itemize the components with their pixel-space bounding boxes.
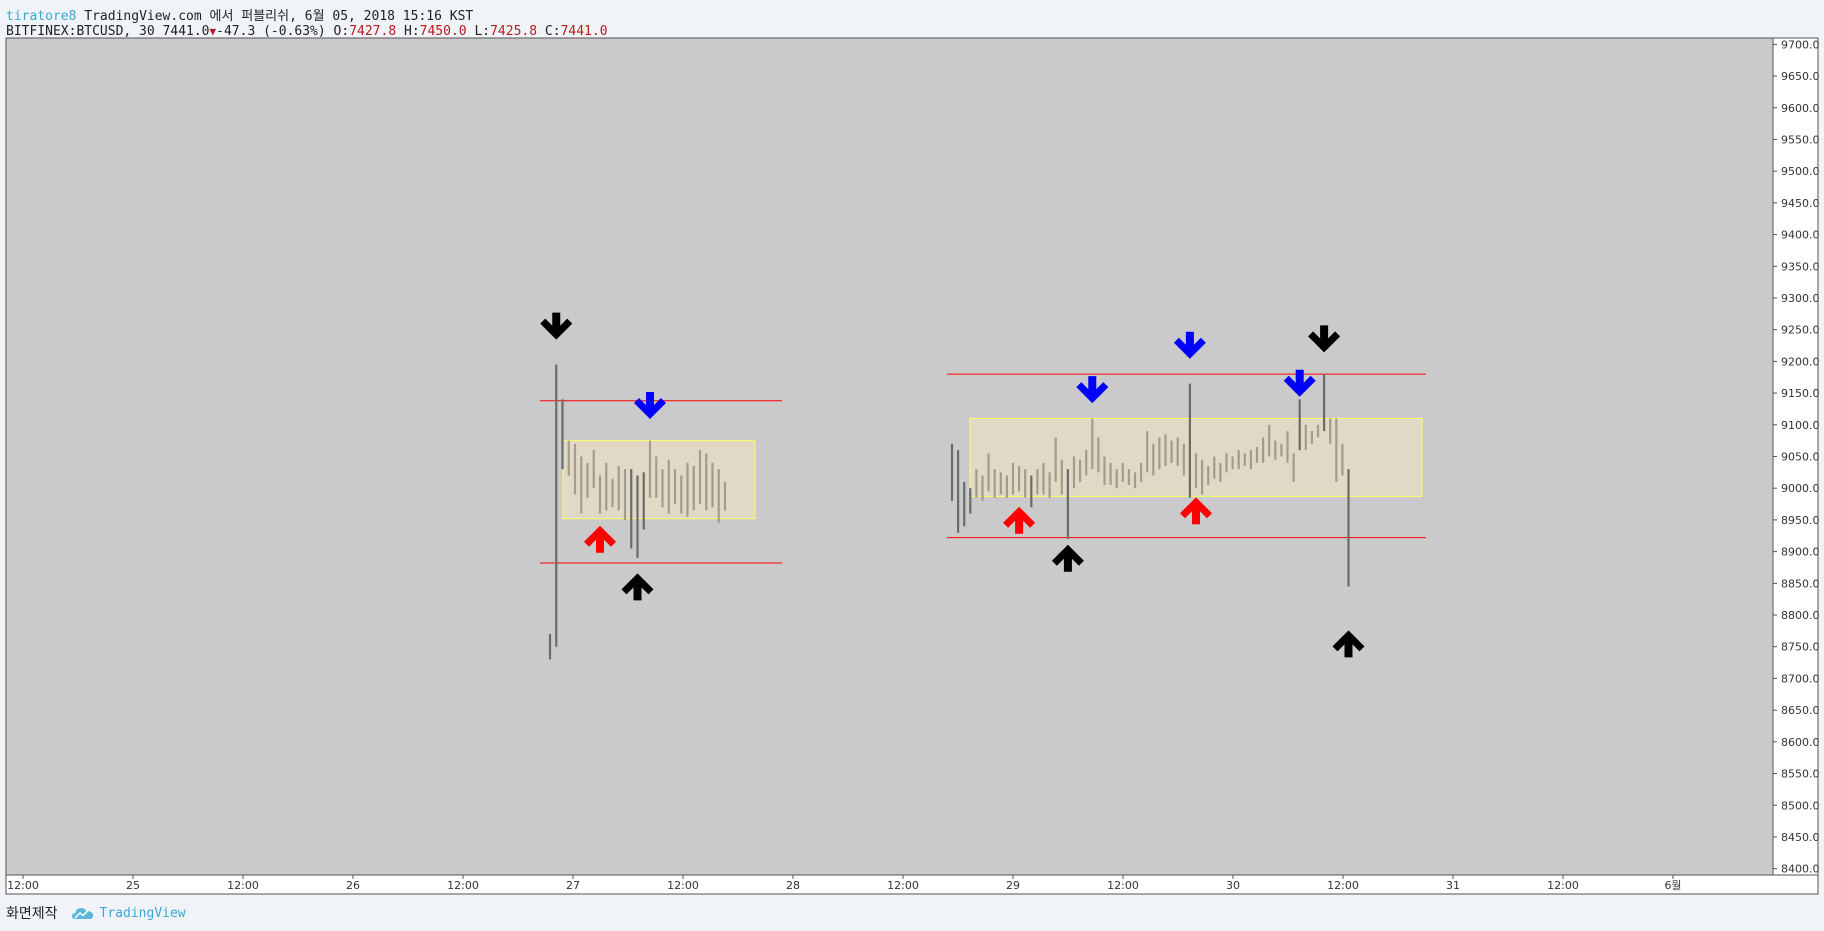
x-tick-label: 12:00: [667, 879, 699, 892]
high-label: H:: [404, 24, 420, 39]
y-tick-label: 8450.0: [1781, 831, 1820, 844]
y-tick-label: 8650.0: [1781, 704, 1820, 717]
symbol-ohlc-legend: BITFINEX:BTCUSD, 30 7441.0▼-47.3 (-0.63%…: [6, 24, 608, 39]
red-arrow-up-icon: [1003, 506, 1036, 534]
open-value: 7427.8: [349, 24, 397, 39]
y-tick-label: 9250.0: [1781, 324, 1820, 337]
open-label: O:: [333, 24, 350, 39]
publish-text: TradingView.com 에서 퍼블리쉬, 6월 05, 2018 15:…: [84, 9, 474, 24]
x-tick-label: 12:00: [1547, 879, 1579, 892]
blue-arrow-down-icon: [1173, 331, 1206, 359]
y-tick-label: 9200.0: [1781, 355, 1820, 368]
low-value: 7425.8: [490, 24, 538, 39]
symbol-label: BITFINEX:BTCUSD, 30: [6, 24, 155, 39]
y-tick-label: 9350.0: [1781, 260, 1820, 273]
y-tick-label: 9400.0: [1781, 229, 1820, 242]
y-tick-label: 8550.0: [1781, 768, 1820, 781]
x-tick-label: 12:00: [1107, 879, 1139, 892]
tradingview-brand-link[interactable]: TradingView: [71, 905, 186, 921]
high-value: 7450.0: [419, 24, 467, 39]
black-arrow-down-icon: [540, 312, 573, 340]
y-tick-label: 8800.0: [1781, 609, 1820, 622]
down-triangle-icon: ▼: [209, 25, 217, 38]
publish-info: tiratore8 TradingView.com 에서 퍼블리쉬, 6월 05…: [6, 5, 473, 24]
y-tick-label: 8850.0: [1781, 577, 1820, 590]
black-arrow-down-icon: [1308, 325, 1341, 353]
x-tick-label: 12:00: [7, 879, 39, 892]
range-zone: [562, 440, 756, 520]
y-tick-label: 8900.0: [1781, 546, 1820, 559]
x-tick-label: 12:00: [447, 879, 479, 892]
price-change: -47.3 (-0.63%): [216, 24, 326, 39]
blue-arrow-down-icon: [1283, 369, 1316, 397]
x-tick-label: 28: [786, 879, 800, 892]
x-tick-label: 29: [1006, 879, 1020, 892]
y-tick-label: 9300.0: [1781, 292, 1820, 305]
y-tick-label: 8950.0: [1781, 514, 1820, 527]
y-tick-label: 9150.0: [1781, 387, 1820, 400]
x-tick-label: 6월: [1664, 879, 1681, 892]
tradingview-cloud-icon: [71, 908, 93, 919]
y-tick-label: 9100.0: [1781, 419, 1820, 432]
y-tick-label: 8500.0: [1781, 799, 1820, 812]
y-tick-label: 8750.0: [1781, 641, 1820, 654]
x-tick-label: 12:00: [887, 879, 919, 892]
last-price: 7441.0: [162, 24, 210, 39]
x-tick-label: 12:00: [227, 879, 259, 892]
y-tick-label: 9700.0: [1781, 38, 1820, 51]
time-scale: [5, 874, 1819, 895]
y-tick-label: 8600.0: [1781, 736, 1820, 749]
y-tick-label: 9600.0: [1781, 102, 1820, 115]
footer-label: 화면제작: [6, 906, 58, 922]
x-tick-label: 27: [566, 879, 580, 892]
close-value: 7441.0: [560, 24, 608, 39]
plot-area: [5, 37, 1774, 876]
black-arrow-up-icon: [1051, 544, 1084, 572]
y-tick-label: 9650.0: [1781, 70, 1820, 83]
low-label: L:: [474, 24, 491, 39]
x-tick-label: 26: [346, 879, 360, 892]
y-tick-label: 8700.0: [1781, 672, 1820, 685]
author-link[interactable]: tiratore8: [6, 9, 77, 24]
y-tick-label: 9000.0: [1781, 482, 1820, 495]
footer: 화면제작 TradingView: [6, 903, 186, 923]
black-arrow-up-icon: [1332, 630, 1365, 658]
close-label: C:: [544, 24, 561, 39]
black-arrow-up-icon: [621, 573, 654, 601]
blue-arrow-down-icon: [634, 391, 666, 419]
x-tick-label: 30: [1226, 879, 1240, 892]
red-arrow-up-icon: [584, 525, 616, 553]
y-tick-label: 8400.0: [1781, 863, 1820, 876]
blue-arrow-down-icon: [1076, 376, 1109, 404]
brand-text: TradingView: [99, 905, 186, 921]
x-tick-label: 25: [126, 879, 140, 892]
y-tick-label: 9050.0: [1781, 451, 1820, 464]
red-arrow-up-icon: [1180, 497, 1212, 525]
y-tick-label: 9500.0: [1781, 165, 1820, 178]
x-tick-label: 12:00: [1327, 879, 1359, 892]
y-tick-label: 9450.0: [1781, 197, 1820, 210]
y-tick-label: 9550.0: [1781, 133, 1820, 146]
x-tick-label: 31: [1446, 879, 1460, 892]
